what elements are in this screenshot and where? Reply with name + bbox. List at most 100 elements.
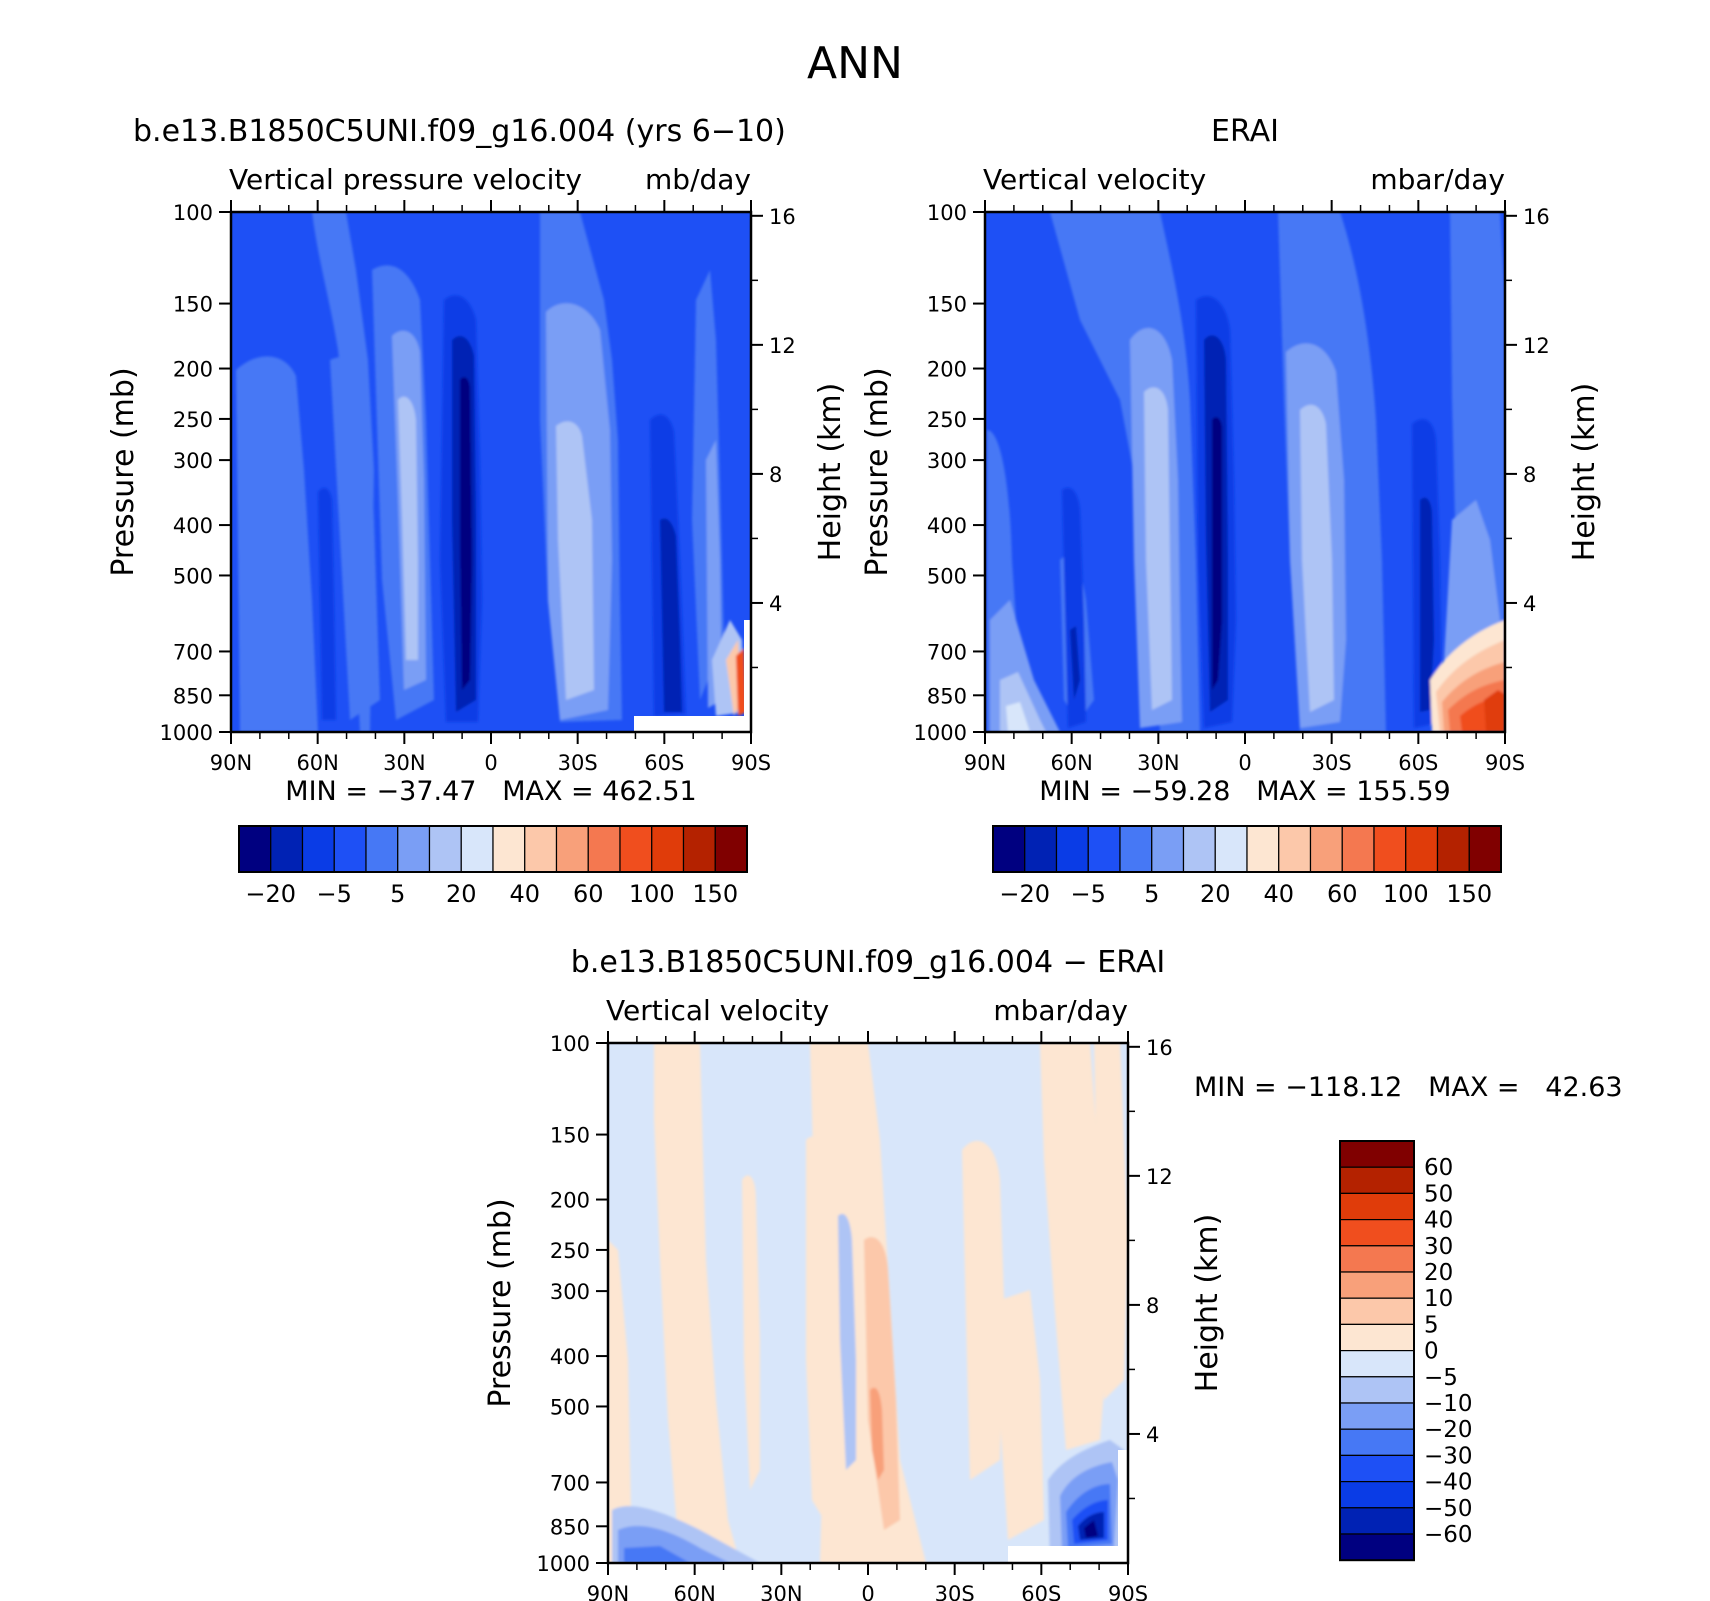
y-axis-label: Pressure (mb) [106, 367, 141, 576]
pressure-tick-label: 400 [550, 1345, 590, 1369]
panel-units-label: mbar/day [993, 994, 1128, 1027]
colorbar-swatch [1339, 1166, 1415, 1194]
latitude-tick-label: 0 [1238, 751, 1251, 775]
contour-field [231, 212, 751, 732]
colorbar-swatch [1339, 1192, 1415, 1221]
colorbar-swatch [1339, 1376, 1415, 1404]
height-tick-label: 4 [769, 592, 782, 616]
pressure-tick-label: 1000 [160, 721, 213, 745]
panel-variable-label: Vertical velocity [606, 994, 829, 1027]
colorbar-swatch [1405, 825, 1439, 873]
y2-axis-label: Height (km) [813, 383, 848, 562]
latitude-tick-label: 90S [1108, 1582, 1148, 1601]
pressure-tick-label: 400 [173, 514, 213, 538]
latitude-tick-label: 60S [1021, 1582, 1061, 1601]
colorbar-label: −30 [1424, 1443, 1473, 1469]
latitude-tick-label: 0 [861, 1582, 874, 1601]
colorbar-swatch [619, 825, 653, 873]
y-axis-label: Pressure (mb) [860, 367, 895, 576]
pressure-tick-label: 250 [173, 408, 213, 432]
pressure-tick-label: 150 [927, 293, 967, 317]
latitude-axis: 90N 60N 30N 0 30S 60S 90S [964, 200, 1525, 775]
colorbar-swatch [1436, 825, 1470, 873]
colorbar-label: −20 [1424, 1417, 1473, 1443]
colorbar-label: 20 [1424, 1260, 1453, 1286]
colorbar-label: 40 [1263, 880, 1294, 908]
colorbar-label: 5 [390, 880, 405, 908]
pressure-tick-label: 1000 [537, 1552, 590, 1576]
pressure-tick-label: 100 [927, 201, 967, 225]
colorbar-swatch [1024, 825, 1058, 873]
colorbar-swatch [238, 825, 272, 873]
panel-units-label: mb/day [645, 163, 751, 196]
latitude-tick-label: 60N [296, 751, 338, 775]
pressure-tick-label: 300 [173, 449, 213, 473]
pressure-tick-label: 150 [550, 1124, 590, 1148]
colorbar-label: 100 [629, 880, 675, 908]
colorbar-swatch [1278, 825, 1312, 873]
latitude-tick-label: 60N [1050, 751, 1092, 775]
colorbar-label: −60 [1424, 1522, 1473, 1548]
pressure-tick-label: 500 [550, 1395, 590, 1419]
latitude-axis: 90N 60N 30N 0 30S 60S 90S [587, 1031, 1148, 1601]
height-tick-label: 16 [769, 205, 796, 229]
pressure-tick-label: 100 [173, 201, 213, 225]
colorbar-swatch [301, 825, 335, 873]
colorbar-swatch [1339, 1245, 1415, 1273]
height-tick-label: 8 [1523, 463, 1536, 487]
contour-field [608, 1043, 1128, 1563]
colorbar-label: 150 [1446, 880, 1492, 908]
latitude-tick-label: 60N [673, 1582, 715, 1601]
pressure-axis: 100 150 200 250 300 400 500 700 850 1000 [160, 201, 231, 745]
height-tick-label: 12 [1146, 1165, 1173, 1189]
latitude-tick-label: 0 [484, 751, 497, 775]
colorbar-label: 5 [1424, 1312, 1439, 1338]
pressure-tick-label: 500 [173, 564, 213, 588]
latitude-tick-label: 30N [760, 1582, 802, 1601]
height-tick-label: 4 [1146, 1423, 1159, 1447]
colorbar-label: 20 [1200, 880, 1231, 908]
pressure-axis: 100 150 200 250 300 400 500 700 850 1000 [914, 201, 985, 745]
height-tick-label: 4 [1523, 592, 1536, 616]
colorbar-label: −20 [999, 880, 1050, 908]
colorbar: −20 −5 5 20 40 60 100 150 [238, 825, 748, 908]
contour-field [985, 212, 1505, 732]
latitude-tick-label: 30S [1312, 751, 1352, 775]
colorbar-swatch [1339, 1480, 1415, 1509]
colorbar-label: 60 [1424, 1155, 1453, 1181]
colorbar-label: 40 [1424, 1208, 1453, 1234]
latitude-tick-label: 90N [964, 751, 1006, 775]
panel-variable-label: Vertical pressure velocity [229, 163, 582, 196]
colorbar-swatch [1468, 825, 1502, 873]
pressure-tick-label: 500 [927, 564, 967, 588]
colorbar-label: 60 [573, 880, 604, 908]
pressure-tick-label: 250 [550, 1239, 590, 1263]
colorbar-swatch [651, 825, 685, 873]
colorbar-swatch [1339, 1323, 1415, 1352]
pressure-tick-label: 700 [173, 640, 213, 664]
colorbar-label: 100 [1383, 880, 1429, 908]
colorbar-swatch [1373, 825, 1407, 873]
pressure-axis: 100 150 200 250 300 400 500 700 850 1000 [537, 1032, 608, 1576]
height-axis: 16 12 8 4 [1505, 205, 1550, 669]
colorbar-swatch [492, 825, 526, 873]
height-tick-label: 16 [1523, 205, 1550, 229]
colorbar-label: 50 [1424, 1181, 1453, 1207]
pressure-tick-label: 700 [550, 1471, 590, 1495]
panel-units-label: mbar/day [1370, 163, 1505, 196]
latitude-tick-label: 30S [935, 1582, 975, 1601]
pressure-tick-label: 300 [927, 449, 967, 473]
panel-title: b.e13.B1850C5UNI.f09_g16.004 − ERAI [571, 945, 1165, 980]
colorbar-label: −5 [317, 880, 352, 908]
pressure-tick-label: 250 [927, 408, 967, 432]
colorbar-swatch [333, 825, 367, 873]
colorbar-label: −50 [1424, 1496, 1473, 1522]
colorbar-label: 150 [692, 880, 738, 908]
colorbar-swatch [1339, 1140, 1415, 1168]
height-tick-label: 8 [769, 463, 782, 487]
colorbar-swatch [1339, 1533, 1415, 1561]
latitude-tick-label: 60S [644, 751, 684, 775]
latitude-tick-label: 30S [558, 751, 598, 775]
panel-title: ERAI [1211, 114, 1279, 149]
